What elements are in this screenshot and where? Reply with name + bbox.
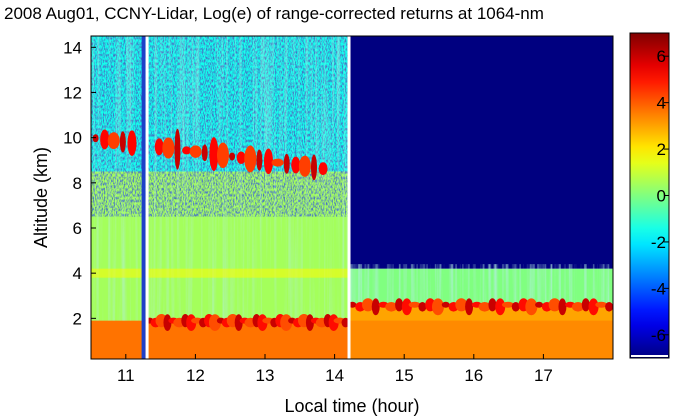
boundary-layer-blob-1-29	[571, 301, 584, 312]
y-axis-ticks: 2 4 6 8 10 12 14	[63, 38, 96, 328]
boundary-layer-blob-1-5	[385, 301, 398, 312]
boundary-layer-blob-1-18	[488, 298, 497, 312]
cloud-blob-25	[318, 162, 328, 176]
x-axis-label: Local time (hour)	[284, 396, 419, 416]
boundary-layer-blob-1-8	[408, 301, 421, 308]
cloud-blob-15	[229, 152, 236, 161]
boundary-layer-blob-1-27	[558, 298, 567, 316]
cloud-blob-4	[127, 130, 137, 156]
x-tick-label-6: 17	[534, 366, 553, 385]
boundary-layer	[145, 298, 613, 332]
data-gap-white-2	[347, 36, 351, 359]
colorbar-tick-label-5: -4	[651, 279, 666, 298]
boundary-layer-blob-1-9	[418, 301, 427, 312]
colorbar-tick-label-1: 4	[657, 94, 666, 113]
boundary-layer-blob-1-14	[455, 298, 468, 312]
colorbar-scale	[630, 33, 669, 358]
cloud-blob-20	[271, 158, 284, 167]
x-tick-label-0: 11	[117, 366, 135, 385]
cloud-blob-16	[236, 151, 246, 164]
data-gap-blue	[141, 36, 146, 359]
boundary-layer-blob-1-12	[441, 301, 450, 308]
y-tick-label-6: 14	[63, 38, 82, 57]
cloud-blob-24	[310, 154, 317, 181]
boundary-layer-blob-1-21	[511, 301, 520, 312]
y-tick-label-3: 8	[73, 174, 82, 193]
cloud-blob-7	[154, 138, 164, 156]
boundary-layer-blob-0-3	[163, 314, 172, 332]
colorbar-tick-label-4: -2	[651, 233, 666, 252]
boundary-layer-blob-1-31	[588, 298, 599, 316]
boundary-layer-blob-0-23	[280, 314, 293, 332]
boundary-layer-blob-0-15	[234, 314, 243, 332]
heatmap-region-5	[348, 36, 613, 269]
x-tick-label-2: 13	[256, 366, 275, 385]
colorbar-tick-label-0: 6	[657, 47, 666, 66]
heatmap-region-3	[348, 304, 613, 359]
cloud-blob-19	[263, 148, 273, 175]
boundary-layer-blob-1-33	[605, 301, 613, 312]
x-tick-label-5: 16	[464, 366, 483, 385]
heatmap-plot-area	[91, 36, 613, 359]
cloud-blob-3	[119, 131, 126, 153]
x-tick-label-1: 12	[186, 366, 205, 385]
vertical-streak-texture	[91, 36, 349, 321]
x-tick-label-3: 14	[325, 366, 344, 385]
cloud-blob-8	[162, 137, 175, 159]
x-axis-ticks: 11 12 13 14 15 16 17	[117, 354, 553, 385]
boundary-layer-blob-1-2	[361, 298, 374, 312]
lower-streak-texture	[348, 264, 613, 305]
cloud-blob-11	[189, 145, 202, 158]
y-axis-label: Altitude (km)	[31, 147, 51, 248]
data-gaps	[141, 36, 351, 359]
boundary-layer-blob-1-7	[401, 298, 412, 316]
cloud-blob-1	[100, 129, 110, 150]
boundary-layer-blob-1-26	[548, 298, 561, 312]
boundary-layer-blob-1-11	[431, 298, 444, 316]
boundary-layer-blob-1-19	[495, 298, 506, 316]
cloud-blob-14	[216, 142, 229, 169]
cloud-blob-22	[291, 156, 301, 174]
boundary-layer-blob-1-32	[595, 301, 608, 308]
aerosol-band-4km	[91, 268, 349, 278]
colorbar-tick-label-2: 2	[657, 140, 666, 159]
data-gap-white	[145, 36, 149, 359]
boundary-layer-blob-1-3	[371, 298, 380, 316]
y-tick-label-2: 6	[73, 219, 82, 238]
colorbar-ticks: 6 4 2 0 -2 -4 -6	[631, 47, 669, 357]
y-tick-label-5: 12	[63, 83, 82, 102]
cloud-blob-17	[244, 145, 257, 173]
colorbar-tick-label-3: 0	[657, 187, 666, 206]
cloud-blob-13	[209, 137, 219, 172]
cloud-blob-21	[283, 153, 290, 174]
cloud-blob-23	[298, 155, 311, 177]
x-tick-label-4: 15	[395, 366, 414, 385]
chart-title: 2008 Aug01, CCNY-Lidar, Log(e) of range-…	[4, 4, 544, 23]
heatmap-textures	[91, 36, 613, 359]
cloud-blob-2	[107, 132, 120, 150]
y-tick-label-0: 2	[73, 309, 82, 328]
y-tick-label-1: 4	[73, 264, 82, 283]
boundary-layer-blob-1-20	[501, 301, 514, 308]
colorbar-bottom-strip	[631, 355, 668, 357]
cloud-blob-0	[92, 134, 99, 143]
cloud-blob-9	[174, 128, 181, 170]
boundary-layer-blob-1-6	[395, 298, 404, 312]
boundary-layer-blob-1-24	[535, 301, 544, 308]
colorbar: 6 4 2 0 -2 -4 -6	[629, 32, 670, 359]
boundary-layer-blob-0-27	[305, 314, 314, 332]
cloud-blob-18	[256, 149, 263, 171]
boundary-layer-blob-1-15	[465, 298, 474, 316]
boundary-layer-blob-1-17	[478, 301, 491, 312]
plot-frame	[90, 35, 614, 360]
cloud-blob-10	[182, 146, 192, 155]
y-tick-label-4: 10	[63, 129, 82, 148]
cloud-blob-12	[201, 144, 208, 162]
boundary-layer-blob-1-30	[581, 298, 590, 312]
boundary-layer-blob-1-23	[525, 298, 538, 316]
cloud-layer	[92, 128, 328, 181]
colorbar-tick-label-6: -6	[651, 326, 666, 345]
boundary-layer-blob-0-11	[208, 314, 221, 332]
